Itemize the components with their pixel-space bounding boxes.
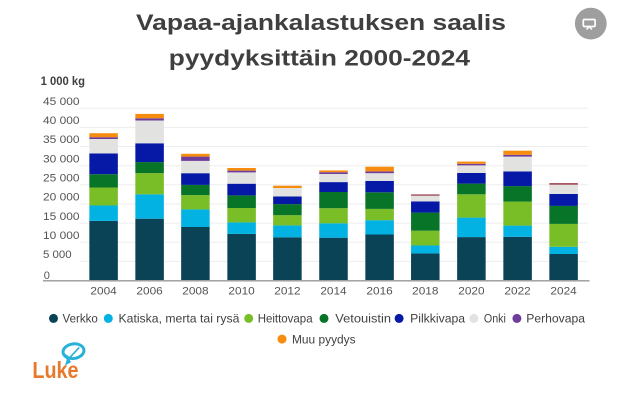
svg-text:30 000: 30 000 bbox=[43, 153, 80, 165]
svg-text:20 000: 20 000 bbox=[43, 192, 80, 204]
svg-text:2010: 2010 bbox=[228, 286, 254, 298]
svg-text:2006: 2006 bbox=[136, 286, 162, 298]
svg-text:2008: 2008 bbox=[182, 286, 208, 298]
svg-text:2022: 2022 bbox=[504, 286, 530, 298]
svg-text:15 000: 15 000 bbox=[43, 211, 80, 223]
svg-text:2014: 2014 bbox=[320, 286, 346, 298]
svg-text:Heittovapa: Heittovapa bbox=[258, 312, 313, 326]
svg-text:pyydyksittäin 2000-2024: pyydyksittäin 2000-2024 bbox=[169, 46, 471, 71]
svg-text:45 000: 45 000 bbox=[43, 96, 80, 108]
svg-text:40 000: 40 000 bbox=[43, 115, 80, 127]
svg-text:Verkko: Verkko bbox=[63, 312, 98, 326]
svg-text:Katiska, merta tai rysä: Katiska, merta tai rysä bbox=[119, 312, 240, 326]
svg-text:2020: 2020 bbox=[458, 286, 484, 298]
svg-text:2012: 2012 bbox=[274, 286, 300, 298]
svg-text:2016: 2016 bbox=[366, 286, 392, 298]
svg-text:25 000: 25 000 bbox=[43, 173, 80, 185]
svg-text:Pilkkivapa: Pilkkivapa bbox=[410, 312, 465, 326]
svg-text:Vapaa-ajankalastuksen saalis: Vapaa-ajankalastuksen saalis bbox=[136, 11, 506, 36]
svg-text:0: 0 bbox=[44, 270, 50, 282]
svg-text:35 000: 35 000 bbox=[43, 134, 80, 146]
svg-text:1 000 kg: 1 000 kg bbox=[41, 74, 85, 88]
svg-text:2024: 2024 bbox=[550, 286, 576, 298]
svg-text:2004: 2004 bbox=[90, 286, 116, 298]
svg-text:Vetouistin: Vetouistin bbox=[335, 312, 391, 326]
svg-text:Luke: Luke bbox=[32, 357, 78, 383]
svg-text:2018: 2018 bbox=[412, 286, 438, 298]
svg-text:5 000: 5 000 bbox=[43, 249, 72, 261]
svg-text:Muu pyydys: Muu pyydys bbox=[292, 332, 356, 346]
svg-text:Onki: Onki bbox=[484, 312, 506, 326]
svg-text:Perhovapa: Perhovapa bbox=[526, 312, 585, 326]
svg-text:10 000: 10 000 bbox=[43, 230, 80, 242]
